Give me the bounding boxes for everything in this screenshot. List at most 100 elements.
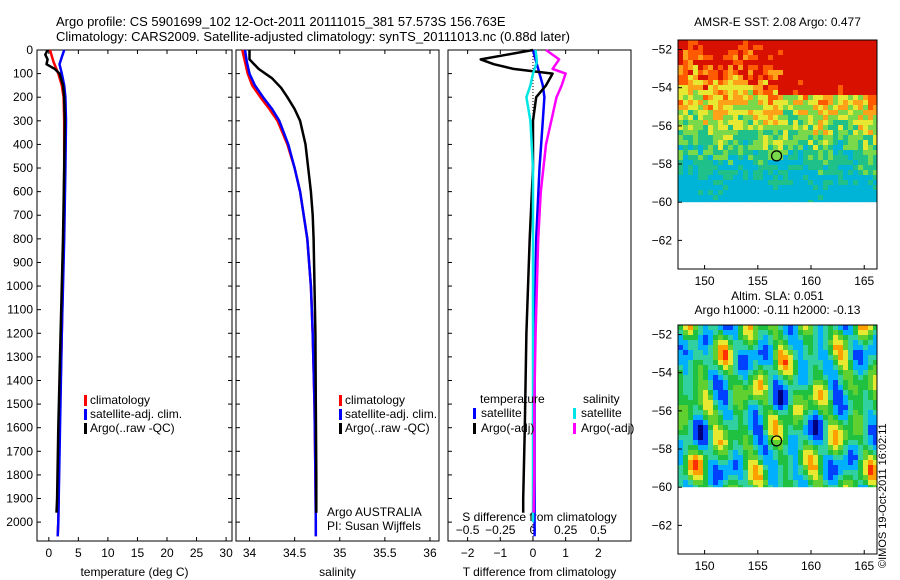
depth-tick-label: 500	[13, 161, 33, 175]
sla-map-xtick-label: 155	[748, 559, 768, 573]
salinity-legend-label: climatology	[345, 393, 405, 407]
sla-map-argo-marker	[770, 435, 783, 447]
depth-tick-label: 1700	[6, 444, 33, 458]
temperature-legend-swatch	[84, 395, 87, 406]
depth-tick-label: 400	[13, 137, 33, 151]
sla-map-title-line: Argo h1000: -0.11 h2000: -0.13	[695, 303, 861, 317]
difference-xtick-label: 1	[562, 546, 569, 560]
difference-top-label: S difference from climatology	[462, 510, 617, 524]
imos-stamp: ©IMOS 19-Oct-2011 16:02:11	[877, 423, 889, 568]
diff-legend-swatch	[473, 423, 476, 434]
salinity-legend-swatch	[339, 409, 342, 420]
depth-tick-label: 1600	[6, 421, 33, 435]
difference-xtick-label: 2	[595, 546, 602, 560]
argo-annotation: PI: Susan Wijffels	[327, 519, 421, 533]
sla-map-xtick-label: 160	[801, 559, 821, 573]
sst-map-title: AMSR-E SST: 2.08 Argo: 0.477	[694, 15, 861, 29]
depth-tick-label: 700	[13, 208, 33, 222]
sst-map-ytick-label: −60	[652, 195, 673, 209]
depth-tick-label: 100	[13, 67, 33, 81]
difference-series-3	[532, 48, 567, 513]
difference-series-2	[525, 49, 539, 523]
sst-map-cells	[678, 40, 877, 203]
depth-tick-label: 1200	[6, 326, 33, 340]
temperature-legend-label: Argo(..raw -QC)	[90, 421, 175, 435]
temperature-xtick-label: 15	[131, 546, 145, 560]
argo-annotation: Argo AUSTRALIA	[327, 505, 422, 519]
depth-tick-label: 1800	[6, 468, 33, 482]
sla-map-ytick-label: −62	[652, 518, 673, 532]
temperature-xtick-label: 25	[190, 546, 204, 560]
sla-map-ytick-label: −52	[652, 328, 673, 342]
temperature-xlabel: temperature (deg C)	[80, 565, 188, 579]
sst-map-frame	[677, 39, 878, 270]
depth-tick-label: 2000	[6, 515, 33, 529]
difference-xtick-label: −1	[493, 546, 507, 560]
depth-tick-label: 300	[13, 114, 33, 128]
temperature-xtick-label: 0	[45, 546, 52, 560]
diff-legend-label: Argo(-adj)	[481, 421, 534, 435]
sst-map-ytick-label: −52	[652, 43, 673, 57]
temperature-series-2	[44, 49, 67, 513]
diff-legend-label: satellite	[481, 406, 522, 420]
difference-series-1	[479, 48, 554, 513]
sla-map-frame	[677, 324, 878, 555]
difference-sec-tick-label: −0.5	[456, 523, 480, 537]
depth-tick-label: 1400	[6, 373, 33, 387]
profile-title: Argo profile: CS 5901699_102 12-Oct-2011…	[56, 14, 506, 29]
sst-map-ytick-label: −56	[652, 119, 673, 133]
diff-legend-label: satellite	[581, 406, 622, 420]
depth-tick-label: 1900	[6, 492, 33, 506]
salinity-xtick-label: 35	[333, 546, 347, 560]
difference-sec-tick-label: 0.25	[554, 523, 578, 537]
difference-xtick-label: 0	[530, 546, 537, 560]
temperature-xtick-label: 30	[219, 546, 233, 560]
difference-xtick-label: −2	[461, 546, 475, 560]
depth-tick-label: 600	[13, 185, 33, 199]
salinity-legend-swatch	[339, 423, 342, 434]
depth-tick-label: 200	[13, 90, 33, 104]
salinity-frame	[235, 49, 440, 542]
sst-map-ytick-label: −62	[652, 233, 673, 247]
sst-map-xtick-label: 155	[748, 274, 768, 288]
depth-tick-label: 1100	[7, 303, 33, 317]
sla-map-xtick-label: 165	[854, 559, 874, 573]
salinity-xtick-label: 35.5	[373, 546, 397, 560]
diff-legend-swatch	[473, 408, 476, 419]
temperature-legend-label: climatology	[90, 393, 150, 407]
sla-map-ytick-label: −54	[652, 366, 673, 380]
sla-map-title-line: Altim. SLA: 0.051	[731, 289, 824, 303]
salinity-xtick-label: 36	[423, 546, 437, 560]
sla-map-cells	[678, 325, 877, 488]
sla-map-ytick-label: −56	[652, 404, 673, 418]
sla-map-ytick-label: −58	[652, 442, 673, 456]
diff-legend-swatch	[573, 423, 576, 434]
temperature-frame	[36, 49, 233, 542]
depth-tick-label: 800	[13, 232, 33, 246]
sst-map-ytick-label: −54	[652, 81, 673, 95]
legend-temperature-header: temperature	[480, 392, 545, 406]
sla-map-xtick-label: 150	[695, 559, 715, 573]
salinity-series-2	[248, 50, 318, 513]
sst-map-xtick-label: 165	[854, 274, 874, 288]
climatology-title: Climatology: CARS2009. Satellite-adjuste…	[56, 29, 571, 44]
legend-salinity-header: salinity	[583, 392, 620, 406]
salinity-xtick-label: 34.5	[283, 546, 307, 560]
temperature-legend-swatch	[84, 409, 87, 420]
temperature-legend-label: satellite-adj. clim.	[90, 407, 182, 421]
salinity-legend-label: satellite-adj. clim.	[345, 407, 437, 421]
depth-tick-label: 1500	[6, 397, 33, 411]
salinity-legend-label: Argo(..raw -QC)	[345, 421, 430, 435]
sst-map-xtick-label: 150	[695, 274, 715, 288]
depth-tick-label: 900	[13, 255, 33, 269]
sla-map-ytick-label: −60	[652, 480, 673, 494]
difference-frame	[447, 49, 632, 542]
diff-legend-swatch	[573, 408, 576, 419]
depth-tick-label: 1000	[6, 279, 33, 293]
difference-sec-tick-label: 0.5	[590, 523, 607, 537]
difference-sec-tick-label: −0.25	[485, 523, 516, 537]
temperature-xtick-label: 10	[101, 546, 115, 560]
difference-xlabel: T difference from climatology	[463, 565, 617, 579]
salinity-xlabel: salinity	[319, 565, 356, 579]
